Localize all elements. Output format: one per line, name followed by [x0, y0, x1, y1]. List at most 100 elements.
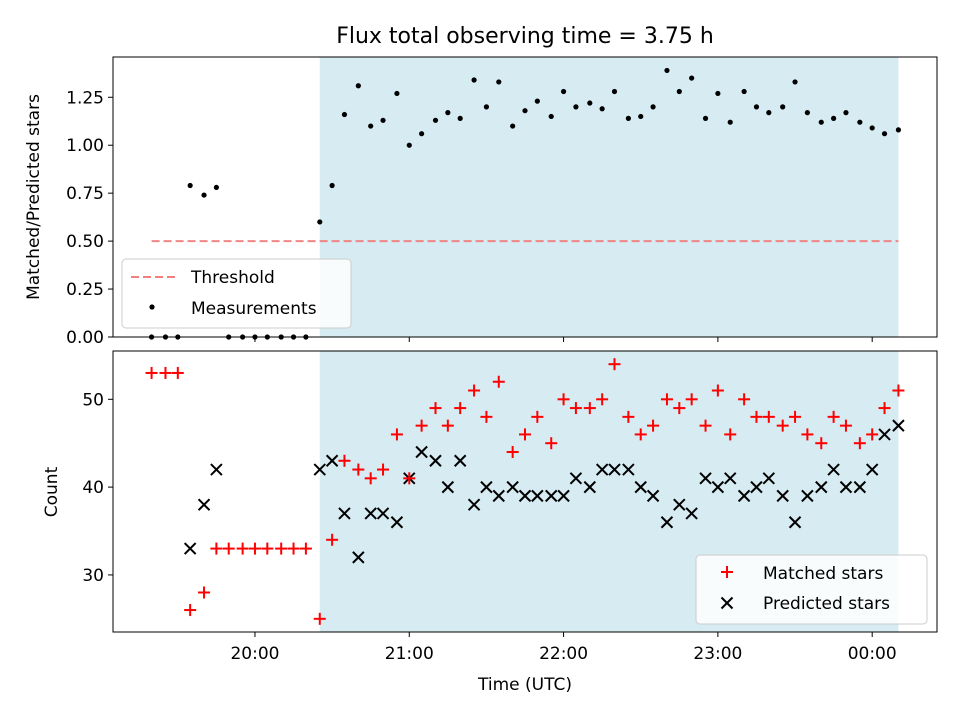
measurement-point — [560, 88, 567, 95]
matched-star-point — [454, 402, 467, 415]
measurement-point — [380, 117, 386, 123]
matched-star-point — [480, 410, 493, 423]
legend-predicted-swatch — [720, 596, 734, 610]
matched-star-point — [415, 419, 428, 432]
matched-star-point — [762, 410, 775, 423]
measurement-point — [676, 88, 682, 95]
predicted-star-point — [724, 472, 737, 485]
measurement-point — [804, 110, 810, 116]
top-legend: Threshold Measurements — [121, 258, 352, 329]
measurement-point — [201, 192, 207, 198]
bottom-y-tick-label: 50 — [82, 390, 104, 410]
top-y-tick-label: 0.50 — [66, 232, 104, 252]
measurement-point — [741, 88, 747, 95]
matched-star-point — [789, 410, 802, 423]
predicted-star-point — [210, 463, 223, 476]
predicted-star-point — [685, 507, 698, 520]
bottom-y-tick-label: 30 — [82, 566, 104, 586]
matched-star-point — [608, 358, 621, 371]
measurement-point — [548, 113, 554, 120]
predicted-star-point — [788, 516, 802, 529]
measurement-point — [715, 90, 721, 97]
matched-star-point — [441, 419, 454, 432]
matched-star-point — [545, 437, 558, 450]
predicted-star-point — [415, 445, 428, 459]
matched-star-point — [403, 472, 416, 485]
bottom-axes-frame — [112, 350, 938, 633]
measurement-point — [471, 77, 477, 83]
predicted-star-point — [737, 489, 751, 503]
top-y-tick-label: 1.25 — [66, 88, 104, 108]
bottom-panel: 30 40 50 20:00 21:00 22:00 23:00 00:00 Count T… — [42, 350, 938, 695]
top-y-tick-label: 0.00 — [66, 328, 104, 348]
matched-star-point — [492, 375, 505, 388]
matched-star-point — [159, 366, 172, 379]
measurement-point — [368, 123, 374, 129]
matched-star-point — [878, 402, 891, 415]
measurement-point — [869, 125, 875, 131]
predicted-star-point — [711, 480, 725, 494]
predicted-star-point — [750, 480, 763, 494]
predicted-star-point — [878, 428, 891, 441]
predicted-star-point — [492, 489, 505, 503]
measurement-point — [573, 104, 579, 110]
bottom-y-tick-label: 40 — [82, 478, 104, 498]
measurement-point — [766, 110, 772, 116]
measurement-point — [213, 184, 219, 191]
matched-star-point — [198, 586, 211, 599]
predicted-star-point — [622, 463, 635, 476]
matched-star-point — [827, 410, 840, 423]
matched-star-point — [222, 542, 235, 555]
top-observing-window-shade — [319, 57, 899, 337]
predicted-star-point — [660, 516, 674, 529]
bottom-y-axis-label: Count — [42, 466, 62, 517]
matched-star-point — [647, 419, 660, 432]
x-tick-label: 22:00 — [539, 644, 588, 664]
x-tick-label: 23:00 — [693, 644, 742, 664]
top-axes-frame — [112, 56, 938, 338]
predicted-star-point — [595, 463, 609, 476]
matched-star-point — [866, 428, 879, 441]
measurement-point — [432, 117, 439, 123]
legend-measurements-label: Measurements — [191, 299, 317, 319]
matched-star-point — [853, 437, 866, 450]
measurement-point — [625, 115, 631, 121]
legend-predicted-label: Predicted stars — [763, 594, 890, 614]
measurement-point — [702, 115, 709, 121]
matched-star-point — [596, 393, 609, 406]
matched-star-point — [364, 472, 377, 485]
measurement-point — [638, 113, 644, 120]
matched-star-point — [531, 410, 544, 423]
matched-star-point — [338, 454, 351, 467]
matched-star-point — [287, 542, 300, 555]
x-tick-label: 21:00 — [385, 644, 434, 664]
measurement-point — [445, 110, 451, 116]
measurement-point — [587, 100, 593, 106]
predicted-star-point — [467, 498, 481, 511]
matched-star-point — [634, 428, 647, 441]
predicted-star-point — [338, 507, 351, 520]
matched-star-point — [711, 384, 724, 397]
predicted-star-point — [673, 498, 686, 511]
measurement-point — [329, 182, 335, 189]
matched-star-point — [660, 393, 673, 406]
predicted-star-point — [762, 472, 776, 485]
matched-star-point — [839, 419, 852, 432]
legend-threshold-label: Threshold — [190, 268, 275, 288]
matched-star-point — [815, 437, 828, 450]
predicted-star-point — [557, 489, 570, 503]
predicted-star-point — [776, 489, 789, 503]
matched-star-point — [184, 604, 197, 617]
measurement-point — [394, 90, 400, 97]
x-tick-label: 20:00 — [230, 644, 279, 664]
matched-star-point — [801, 428, 814, 441]
measurement-point — [419, 131, 425, 137]
predicted-star-point — [815, 480, 828, 494]
matched-star-point — [299, 542, 312, 555]
top-y-tick-label: 0.75 — [66, 184, 104, 204]
matched-star-point — [429, 402, 442, 415]
measurement-point — [457, 115, 463, 121]
matched-star-point — [776, 419, 789, 432]
measurement-point — [496, 79, 502, 85]
